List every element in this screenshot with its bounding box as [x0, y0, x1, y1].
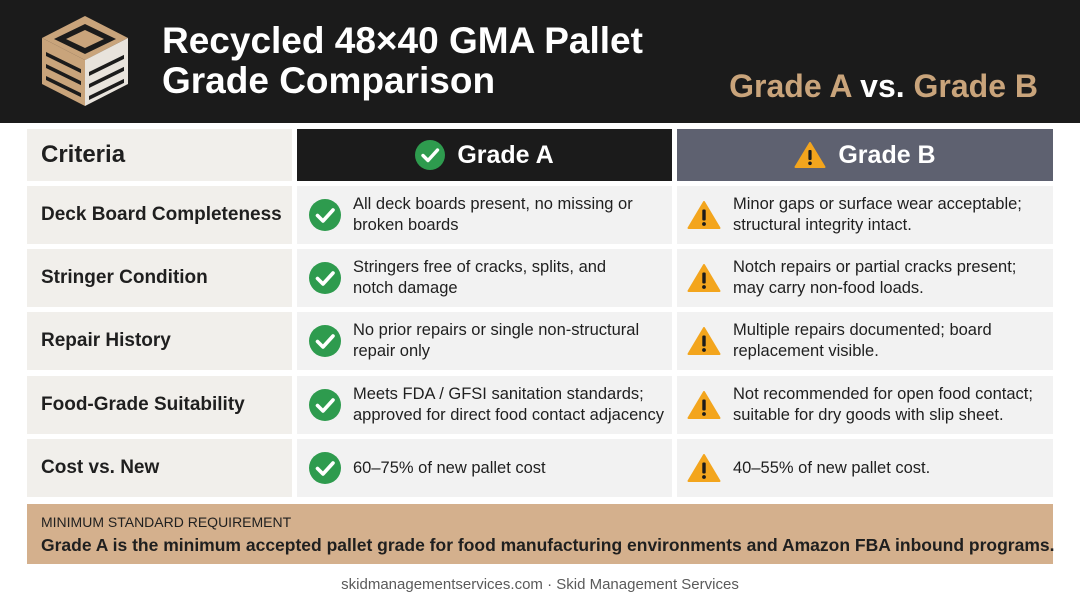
criteria-cell: Stringer Condition [27, 249, 292, 307]
footer-credit: skidmanagementservices.com · Skid Manage… [341, 576, 739, 593]
grade-a-cell: 60–75% of new pallet cost [297, 439, 672, 497]
text-line: Meets FDA / GFSI sanitation standards; [353, 385, 644, 403]
text-line: 40–55% of new pallet cost. [733, 458, 931, 477]
text-line: All deck boards present, no missing or [353, 195, 633, 213]
grade-a-text: Meets FDA / GFSI sanitation standards; ap… [353, 384, 664, 426]
text-line: approved for direct food contact adjacen… [353, 406, 664, 424]
grade-b-text: 40–55% of new pallet cost. [733, 458, 930, 479]
grade-a-cell: All deck boards present, no missing or br… [297, 186, 672, 244]
grade-b-cell: Notch repairs or partial cracks present;… [677, 249, 1053, 307]
text-line: Minor gaps or surface wear acceptable; [733, 195, 1022, 213]
text-line: broken boards [353, 216, 459, 234]
page-subtitle: Grade A vs. Grade B [729, 66, 1038, 106]
minimum-standard-note: MINIMUM STANDARD REQUIREMENT Grade A is … [27, 504, 1055, 564]
warning-triangle-icon [687, 391, 721, 419]
text-line: Not recommended for open food contact; [733, 385, 1033, 403]
subtitle-grade-a: Grade A [729, 68, 852, 104]
grade-a-text: 60–75% of new pallet cost [353, 458, 546, 479]
grade-a-text: All deck boards present, no missing or br… [353, 194, 633, 236]
note-text: Grade A is the minimum accepted pallet g… [41, 535, 1055, 555]
grade-a-text: No prior repairs or single non-structura… [353, 320, 639, 362]
text-line: Notch repairs or partial cracks present; [733, 258, 1017, 276]
header-grade-a: Grade A [297, 129, 672, 181]
criteria-label: Repair History [41, 330, 171, 351]
text-line: may carry non-food loads. [733, 279, 924, 297]
grade-b-cell: Minor gaps or surface wear acceptable; st… [677, 186, 1053, 244]
criteria-cell: Cost vs. New [27, 439, 292, 497]
grade-a-cell: Meets FDA / GFSI sanitation standards; ap… [297, 376, 672, 434]
warning-triangle-icon [687, 264, 721, 292]
criteria-cell: Deck Board Completeness [27, 186, 292, 244]
grade-b-cell: 40–55% of new pallet cost. [677, 439, 1053, 497]
criteria-cell: Repair History [27, 312, 292, 370]
text-line: replacement visible. [733, 342, 879, 360]
warning-triangle-icon [687, 454, 721, 482]
page-title: Recycled 48×40 GMA Pallet Grade Comparis… [162, 21, 643, 101]
text-line: suitable for dry goods with slip sheet. [733, 406, 1004, 424]
grade-b-text: Minor gaps or surface wear acceptable; st… [733, 194, 1022, 236]
title-line-1: Recycled 48×40 GMA Pallet [162, 20, 643, 61]
check-circle-icon [415, 140, 446, 170]
criteria-label: Cost vs. New [41, 457, 160, 478]
check-circle-icon [309, 389, 341, 421]
criteria-label: Deck Board Completeness [41, 204, 282, 225]
check-circle-icon [309, 325, 341, 357]
subtitle-grade-b: Grade B [913, 68, 1038, 104]
text-line: No prior repairs or single non-structura… [353, 321, 640, 339]
header-grade-a-label: Grade A [457, 140, 554, 169]
text-line: Multiple repairs documented; board [733, 321, 992, 339]
header-criteria-label: Criteria [41, 141, 126, 168]
note-label: MINIMUM STANDARD REQUIREMENT [41, 514, 292, 530]
grade-b-text: Multiple repairs documented; board replac… [733, 320, 992, 362]
criteria-label: Stringer Condition [41, 267, 208, 288]
header-grade-b-label: Grade B [838, 140, 936, 169]
criteria-label: Food-Grade Suitability [41, 394, 245, 415]
text-line: notch damage [353, 279, 458, 297]
warning-triangle-icon [794, 142, 826, 168]
grade-b-text: Notch repairs or partial cracks present;… [733, 257, 1016, 299]
check-circle-icon [309, 199, 341, 231]
text-line: 60–75% of new pallet cost [353, 458, 546, 477]
text-line: repair only [353, 342, 431, 360]
grade-b-text: Not recommended for open food contact; su… [733, 384, 1033, 426]
criteria-cell: Food-Grade Suitability [27, 376, 292, 434]
grade-b-cell: Not recommended for open food contact; su… [677, 376, 1053, 434]
check-circle-icon [309, 262, 341, 294]
header-criteria: Criteria [27, 129, 292, 181]
subtitle-vs: vs. [851, 68, 914, 104]
check-circle-icon [309, 452, 341, 484]
grade-a-cell: Stringers free of cracks, splits, and not… [297, 249, 672, 307]
grade-b-cell: Multiple repairs documented; board replac… [677, 312, 1053, 370]
warning-triangle-icon [687, 327, 721, 355]
text-line: structural integrity intact. [733, 216, 912, 234]
header-banner: Recycled 48×40 GMA Pallet Grade Comparis… [0, 0, 1080, 123]
pallet-logo-icon [42, 16, 128, 106]
text-line: Stringers free of cracks, splits, and [353, 258, 607, 276]
grade-a-text: Stringers free of cracks, splits, and not… [353, 257, 606, 299]
grade-a-cell: No prior repairs or single non-structura… [297, 312, 672, 370]
title-line-2: Grade Comparison [162, 60, 496, 101]
header-grade-b: Grade B [677, 129, 1053, 181]
warning-triangle-icon [687, 201, 721, 229]
